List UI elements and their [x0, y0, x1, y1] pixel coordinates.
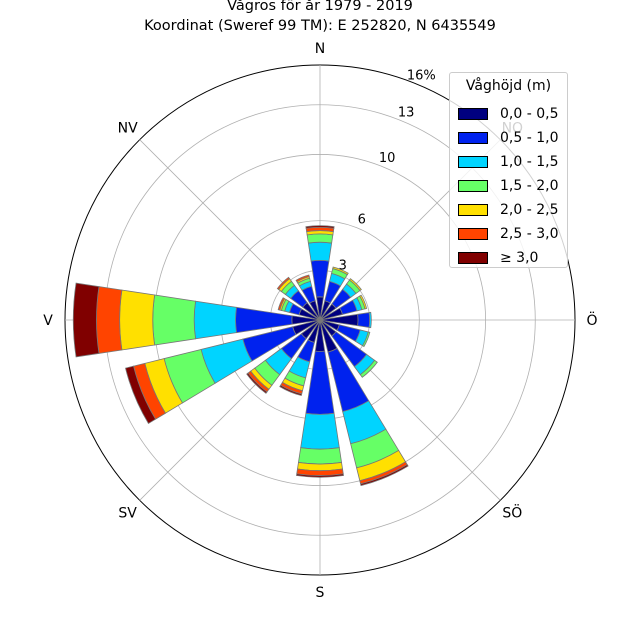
- bar-segment-V-6: [72, 282, 100, 358]
- legend-swatch: [458, 228, 488, 240]
- bar-segment-ÖSÖ-3: [361, 331, 371, 348]
- bar-segment-S-2: [300, 412, 340, 450]
- direction-label: SV: [118, 505, 137, 521]
- direction-label: NV: [118, 121, 138, 137]
- radial-tick-label: 6: [358, 212, 366, 227]
- bar-segment-N-1: [310, 259, 330, 298]
- legend-swatch: [458, 204, 488, 216]
- bar-segment-ÖNÖ-4: [359, 294, 368, 310]
- radial-tick-label: 13: [398, 105, 415, 120]
- legend-swatch: [458, 252, 488, 264]
- legend-label: ≥ 3,0: [500, 250, 539, 266]
- bar-segment-NÖ-4: [348, 278, 362, 292]
- radial-tick-label: 10: [379, 151, 396, 166]
- bar-segment-SÖ-3: [359, 359, 378, 378]
- bar-segment-SSÖ-6: [360, 464, 409, 487]
- bar-segment-V-2: [193, 300, 237, 340]
- direction-label: Ö: [586, 311, 597, 329]
- bar-segment-NNV-5: [295, 274, 310, 283]
- bar-segment-VSV-6: [125, 365, 157, 425]
- direction-bars: [72, 225, 409, 487]
- legend-label: 0,5 - 1,0: [500, 130, 559, 146]
- legend-title: Våghöjd (m): [465, 78, 552, 94]
- bar-segment-Ö-2: [368, 311, 372, 329]
- bar-segment-NNÖ-4: [332, 266, 349, 276]
- bar-segment-V-3: [152, 294, 197, 346]
- chart-subtitle: Koordinat (Sweref 99 TM): E 252820, N 64…: [144, 18, 496, 34]
- bar-segment-N-2: [307, 241, 333, 262]
- legend-label: 2,0 - 2,5: [500, 202, 559, 218]
- direction-label: N: [315, 41, 325, 57]
- bar-segment-VNV-5: [277, 297, 286, 311]
- legend-label: 2,5 - 3,0: [500, 226, 559, 242]
- radial-tick-label: 3: [339, 258, 347, 273]
- chart-title: Vågros för år 1979 - 2019: [227, 0, 413, 14]
- bar-segment-SSV-6: [279, 384, 303, 397]
- bar-segment-Ö-1: [357, 312, 371, 328]
- direction-label: SÖ: [502, 503, 522, 521]
- bar-segment-S-3: [298, 447, 342, 465]
- legend: Våghöjd (m) 0,0 - 0,5 0,5 - 1,0 1,0 - 1,5 1…: [449, 72, 568, 268]
- direction-label: V: [43, 313, 53, 329]
- legend-label: 0,0 - 0,5: [500, 106, 559, 122]
- legend-label: 1,0 - 1,5: [500, 154, 559, 170]
- bar-segment-NV-5: [276, 276, 291, 291]
- legend-swatch: [458, 132, 488, 144]
- bar-segment-SV-6: [246, 372, 268, 394]
- bar-segment-N-6: [305, 225, 335, 229]
- legend-swatch: [458, 180, 488, 192]
- bar-segment-V-4: [119, 289, 156, 351]
- bar-segment-V-5: [96, 286, 123, 354]
- legend-swatch: [458, 156, 488, 168]
- legend-swatch: [458, 108, 488, 120]
- radial-tick-label: 16%: [407, 69, 436, 84]
- bar-segment-S-4: [297, 461, 343, 472]
- bar-segment-S-6: [296, 473, 344, 478]
- bar-segment-N-3: [306, 233, 334, 244]
- legend-label: 1,5 - 2,0: [500, 178, 559, 194]
- direction-label: S: [316, 585, 325, 601]
